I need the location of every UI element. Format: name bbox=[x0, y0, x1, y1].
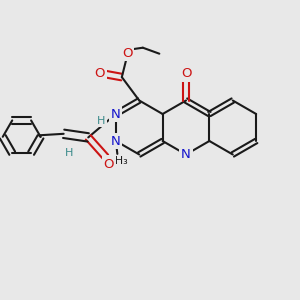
Text: H: H bbox=[65, 148, 73, 158]
Text: H: H bbox=[97, 116, 105, 126]
Text: N: N bbox=[111, 107, 121, 121]
Text: O: O bbox=[181, 67, 191, 80]
Text: O: O bbox=[95, 67, 105, 80]
Text: N: N bbox=[181, 148, 191, 161]
Text: CH₃: CH₃ bbox=[107, 156, 128, 167]
Text: O: O bbox=[122, 46, 133, 60]
Text: N: N bbox=[111, 134, 121, 148]
Text: O: O bbox=[103, 158, 114, 171]
